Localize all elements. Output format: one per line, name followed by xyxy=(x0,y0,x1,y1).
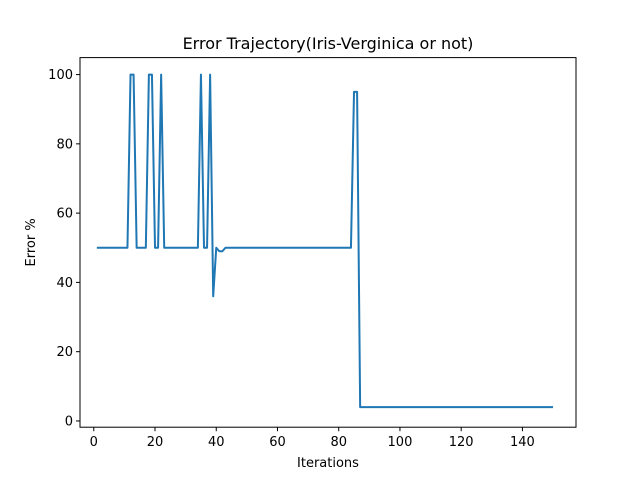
plot-area xyxy=(79,57,577,428)
series-line xyxy=(96,73,554,409)
x-tick-label: 100 xyxy=(388,435,413,450)
y-axis-label: Error % xyxy=(24,218,39,266)
x-tick-label: 40 xyxy=(208,435,225,450)
y-tick-label: 20 xyxy=(56,345,73,360)
y-tick-label: 0 xyxy=(65,414,73,429)
y-tick-label: 100 xyxy=(48,68,73,83)
x-axis: 0 20 40 60 80 100 120 140 xyxy=(90,427,535,450)
y-axis: 0 20 40 60 80 100 xyxy=(48,68,80,429)
x-tick-label: 140 xyxy=(510,435,535,450)
x-tick-label: 20 xyxy=(147,435,164,450)
chart-title: Error Trajectory(Iris-Verginica or not) xyxy=(183,34,474,53)
y-tick-label: 40 xyxy=(56,276,73,291)
y-tick-label: 60 xyxy=(56,207,73,222)
y-tick-label: 80 xyxy=(56,137,73,152)
x-tick-label: 120 xyxy=(449,435,474,450)
x-tick-label: 80 xyxy=(330,435,347,450)
x-axis-label: Iterations xyxy=(297,456,359,471)
plot-frame xyxy=(79,57,577,428)
x-tick-label: 60 xyxy=(269,435,286,450)
x-tick-label: 0 xyxy=(90,435,98,450)
